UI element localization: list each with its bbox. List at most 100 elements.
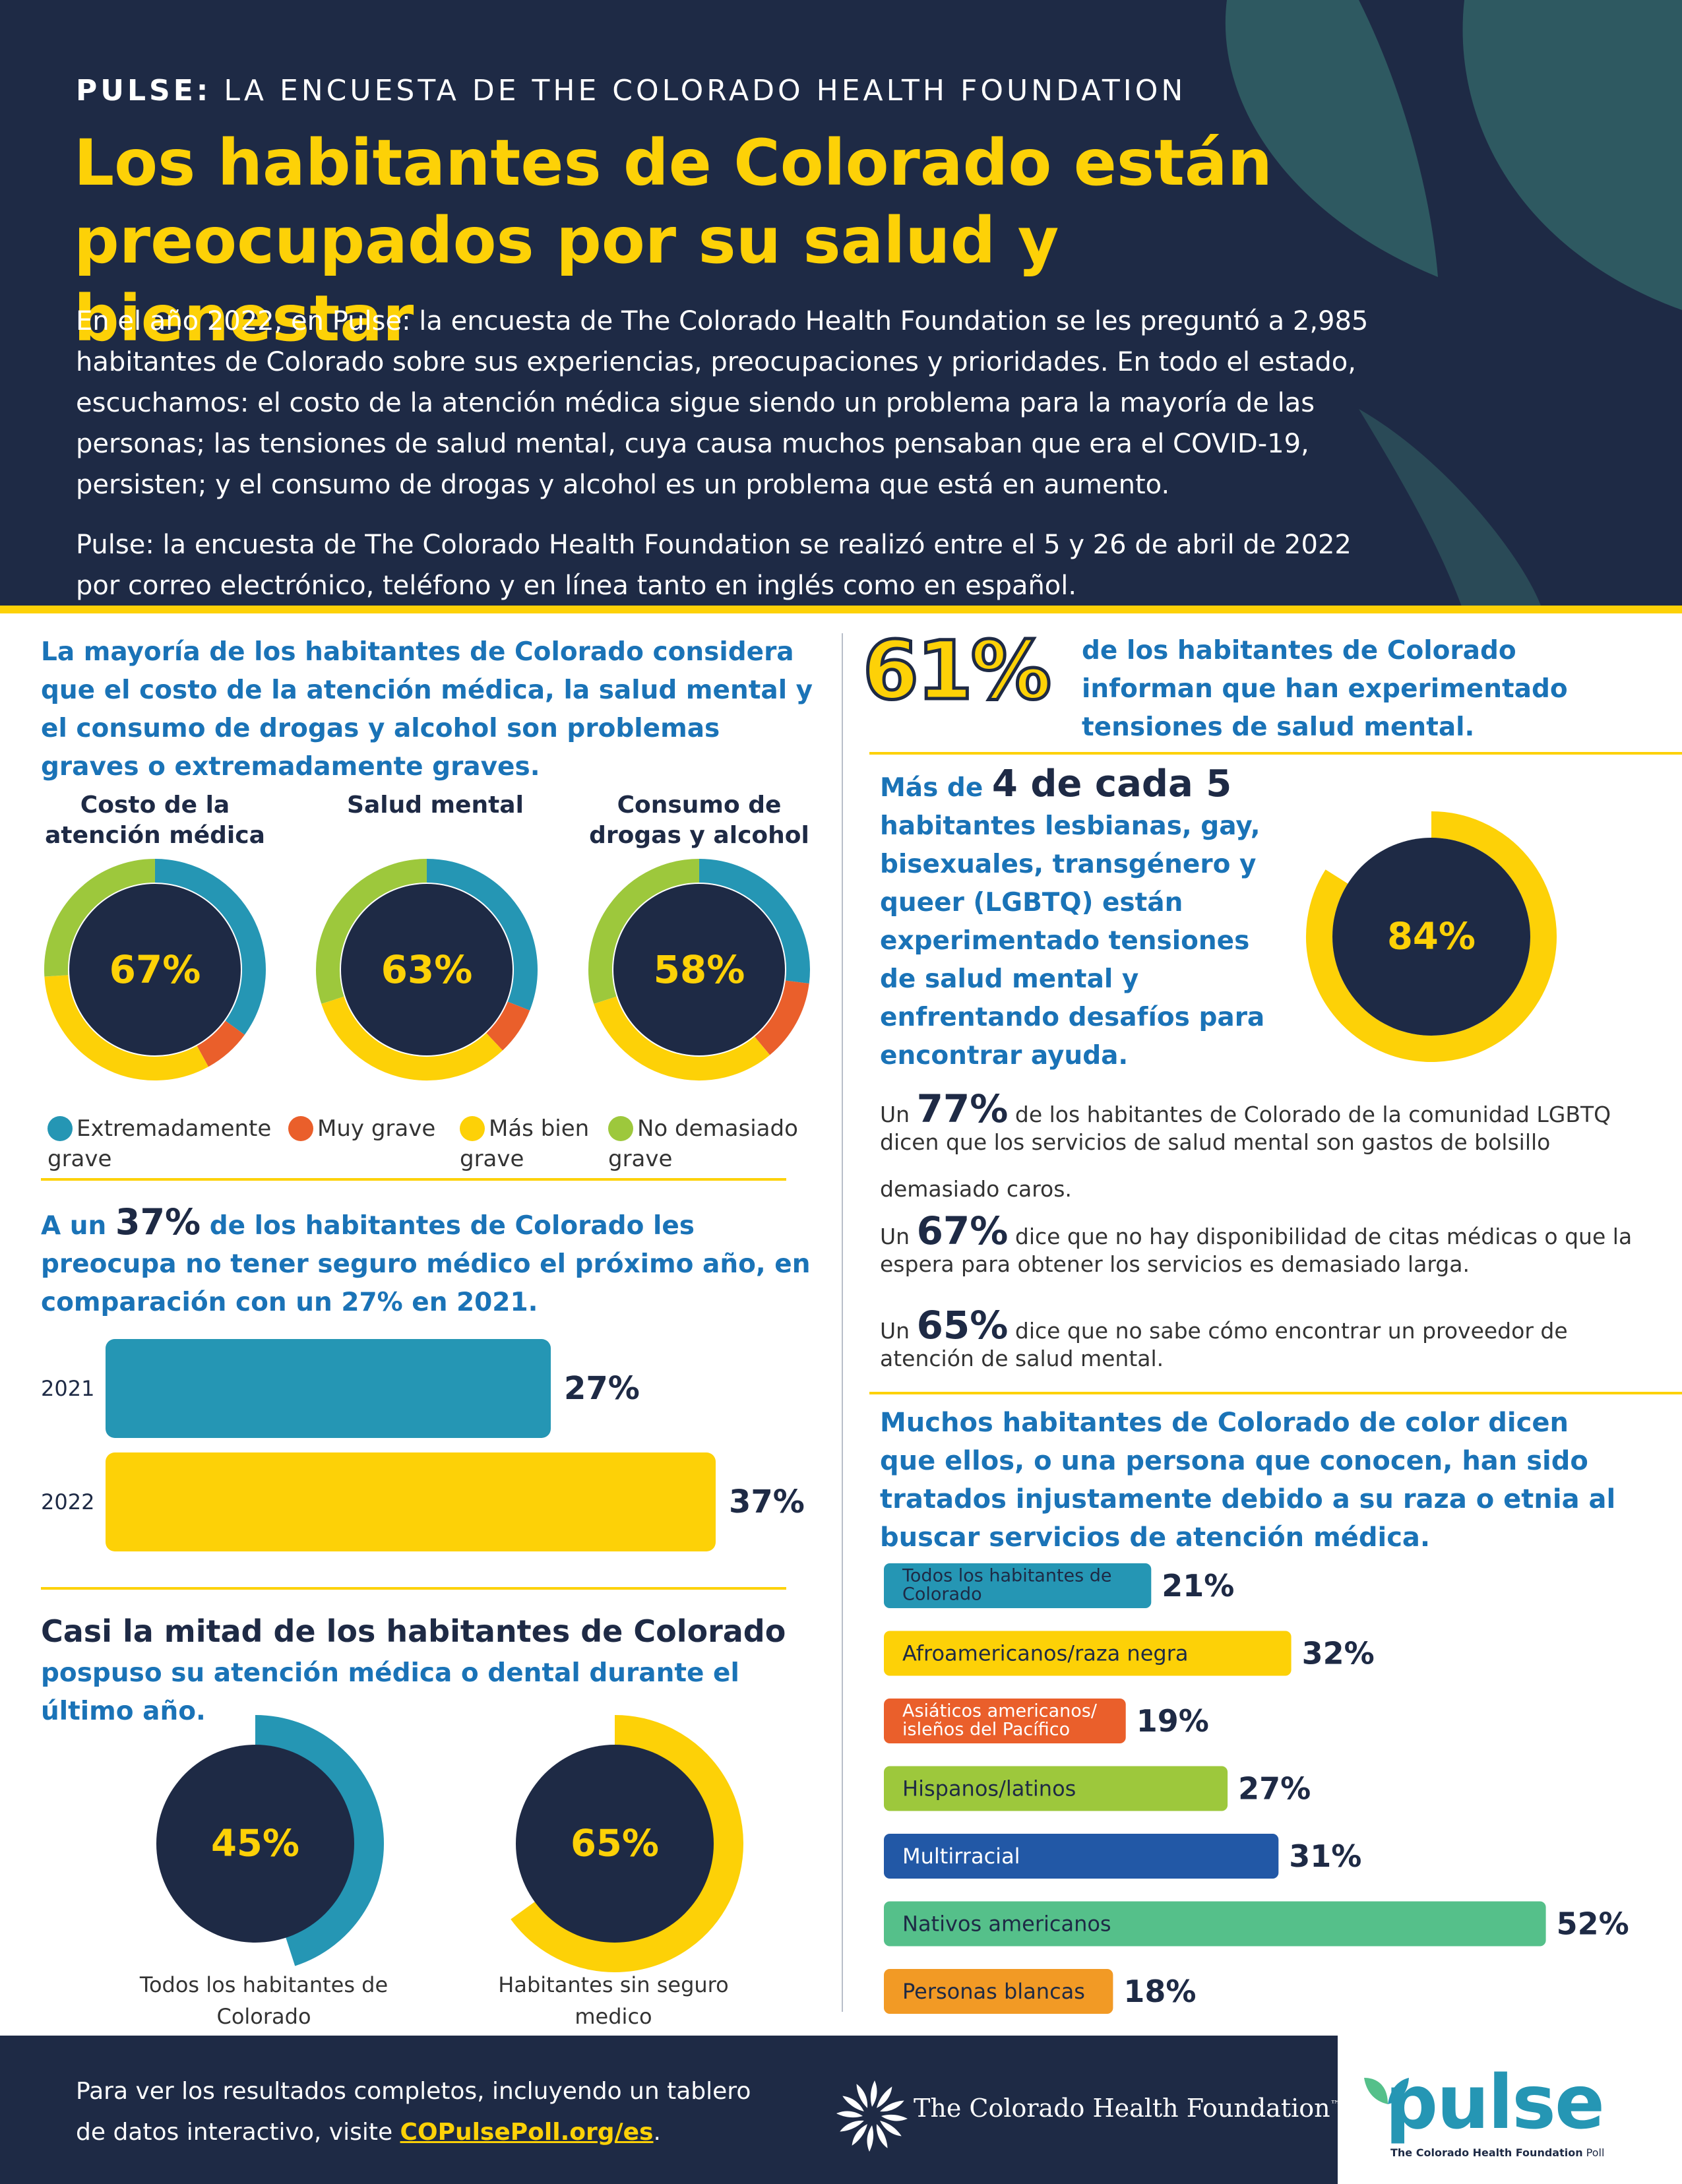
foundation-wordmark: The Colorado Health Foundation™: [914, 2094, 1341, 2123]
results-link[interactable]: COPulsePoll.org/es: [400, 2119, 654, 2146]
race-heading: Muchos habitantes de Colorado de color d…: [880, 1408, 1616, 1553]
race-bar: [884, 1631, 1292, 1676]
insurance-bar-value: 37%: [729, 1483, 805, 1520]
intro-paragraph: En el año 2022, en Pulse: la encuesta de…: [76, 306, 1369, 500]
insurance-bar-chart: 2021 27% 2022 37%: [41, 1339, 805, 1551]
lgbtq-center-label: 84%: [1387, 916, 1476, 958]
donuts-heading: La mayoría de los habitantes de Colorado…: [41, 637, 813, 782]
sunburst-petal: [836, 2111, 863, 2118]
sunburst-logo-icon: [836, 2080, 908, 2152]
lgbtq-pre: Más de: [880, 773, 992, 803]
postpone-center-label: 65%: [571, 1823, 659, 1865]
lgbtq-center: [1332, 838, 1530, 1036]
pulse-tagline-bold: The Colorado Health Foundation: [1390, 2146, 1583, 2159]
race-bar-value: 19%: [1137, 1703, 1209, 1739]
footer-text: Para ver los resultados completos, inclu…: [76, 2071, 834, 2153]
race-bar-label: Todos los habitantes de: [902, 1566, 1112, 1586]
insurance-bar-year: 2021: [41, 1376, 94, 1401]
legend-item-not-too: No demasiado grave: [608, 1113, 806, 1174]
sunburst-petal: [856, 2084, 868, 2108]
race-bar-value: 27%: [1238, 1771, 1311, 1807]
donut-center: [69, 884, 241, 1055]
stat-text: de los habitantes de Colorado de la comu…: [880, 1102, 1611, 1155]
stat-67: Un 67% dice que no hay disponibilidad de…: [880, 1212, 1645, 1278]
postpone-ring-1: [255, 1715, 384, 1966]
race-bar-value: 32%: [1302, 1636, 1375, 1671]
legend-item-very: Muy grave: [288, 1113, 460, 1144]
sunburst-petal: [867, 2125, 874, 2152]
donut-title-drugs: Consumo de drogas y alcohol: [589, 792, 809, 849]
leaf-logo-icon: [1364, 2078, 1409, 2104]
postpone-center-label: 45%: [211, 1823, 299, 1865]
legend-label: Extremadamente grave: [47, 1115, 272, 1172]
section-divider: [41, 1178, 786, 1181]
stat-65: Un 65% dice que no sabe cómo encontrar u…: [880, 1306, 1645, 1373]
race-bar-label: Multirracial: [902, 1844, 1020, 1869]
donut-segment-1: [154, 859, 266, 1035]
section-divider: [869, 752, 1682, 755]
donut-center-label: 58%: [654, 947, 745, 992]
survey-method-paragraph: Pulse: la encuesta de The Colorado Healt…: [76, 530, 1352, 601]
donut-segment-2: [486, 1001, 530, 1051]
race-bar: [884, 1834, 1279, 1879]
sunburst-petal: [881, 2114, 908, 2121]
footer-period: .: [653, 2119, 661, 2146]
sunburst-petal: [880, 2100, 904, 2112]
insurance-heading-number: 37%: [115, 1201, 201, 1243]
sunburst-petal: [880, 2121, 902, 2137]
stat-number: 77%: [916, 1086, 1009, 1131]
insurance-bar-2022: [106, 1452, 716, 1551]
race-bar-value: 52%: [1557, 1906, 1629, 1942]
donut-segment-4: [588, 859, 700, 1004]
stat-pre: Un: [880, 1102, 917, 1127]
legend-swatch-green: [608, 1116, 633, 1141]
postpone-ring-2: [511, 1715, 743, 1972]
race-bar: [884, 1969, 1113, 2014]
stat-pre: Un: [880, 1318, 917, 1344]
legend-label: Muy grave: [317, 1115, 436, 1142]
header-divider: [0, 606, 1682, 613]
stat-text: dice que no hay disponibilidad de citas …: [880, 1224, 1633, 1277]
legend-label: No demasiado grave: [608, 1115, 798, 1172]
race-bar: [884, 1699, 1126, 1743]
mental-health-text: de los habitantes de Colorado informan q…: [1082, 636, 1568, 742]
leaf-decoration: [1225, 0, 1682, 613]
page-title: Los habitantes de Colorado están preocup…: [74, 126, 1273, 356]
header-banner: [0, 0, 1682, 613]
donut-segment-1: [426, 859, 538, 1011]
donut-segment-2: [754, 980, 809, 1055]
severity-donut-charts: 67% 63% 58%: [44, 859, 810, 1080]
race-bar-label: Hispanos/latinos: [902, 1776, 1076, 1801]
donut-center: [613, 884, 785, 1055]
pulse-wordmark: pulse: [1385, 2060, 1605, 2146]
donut-segment-4: [316, 859, 427, 1004]
foundation-name: The Colorado Health Foundation: [914, 2094, 1330, 2123]
donut-segment-4: [44, 859, 156, 977]
race-bar-label: Nativos americanos: [902, 1912, 1111, 1937]
footer-line-1: Para ver los resultados completos, inclu…: [76, 2078, 751, 2105]
legend-swatch-teal: [47, 1116, 73, 1141]
lgbtq-donut: 84%: [1306, 811, 1557, 1062]
donut-segment-3: [321, 996, 503, 1080]
race-bar-label: isleños del Pacífico: [902, 1720, 1070, 1740]
insurance-heading: A un 37% de los habitantes de Colorado l…: [41, 1203, 819, 1322]
legend-swatch-yellow: [460, 1116, 485, 1141]
sunburst-petal: [877, 2086, 892, 2108]
legend-swatch-orange: [288, 1116, 313, 1141]
stat-text: dice que no sabe cómo encontrar un prove…: [880, 1318, 1568, 1371]
race-bar: [884, 1901, 1546, 1947]
legend-item-extreme: Extremadamente grave: [47, 1113, 285, 1174]
kicker-bold: PULSE:: [76, 74, 212, 108]
race-bar: [884, 1766, 1228, 1811]
sunburst-petal: [876, 2124, 888, 2148]
lgbtq-text: Más de 4 de cada 5 habitantes lesbianas, …: [880, 765, 1289, 1075]
lgbtq-number: 4 de cada 5: [991, 763, 1232, 805]
postponed-care-charts: 45% 65%: [156, 1715, 743, 1972]
race-bar-value: 31%: [1289, 1838, 1361, 1874]
race-bar-label: Asiáticos americanos/: [902, 1701, 1098, 1722]
stat-number: 67%: [916, 1208, 1009, 1253]
race-bar-label: Personas blancas: [902, 1979, 1085, 2004]
race-bar-label: Colorado: [902, 1584, 982, 1605]
postpone-subheading: pospuso su atención médica o dental dura…: [41, 1658, 739, 1726]
